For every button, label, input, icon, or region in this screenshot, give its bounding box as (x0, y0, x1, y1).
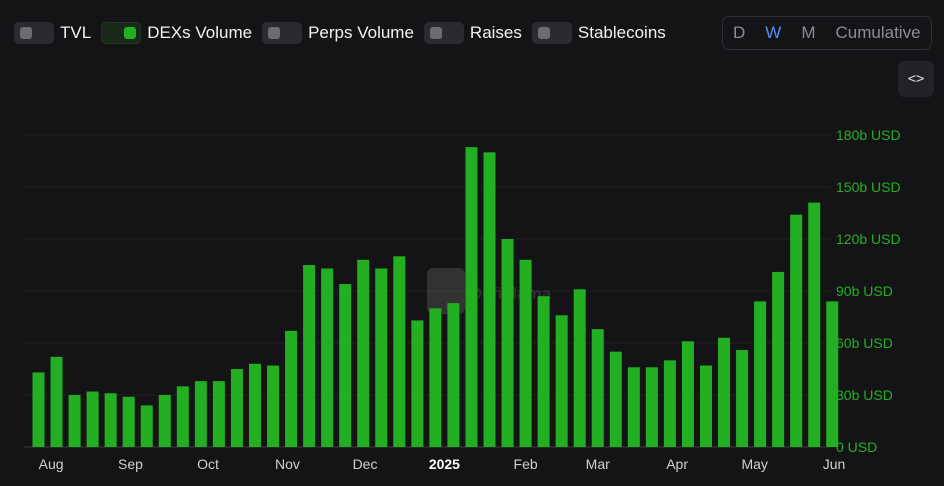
bar[interactable] (718, 337, 731, 447)
toggle-tvl[interactable]: TVL (14, 22, 91, 44)
toggle-dexs-volume[interactable]: DEXs Volume (101, 22, 252, 44)
y-tick-label: 60b USD (836, 335, 893, 351)
y-tick-label: 180b USD (836, 127, 901, 143)
bar[interactable] (194, 381, 207, 447)
x-tick-label: Feb (514, 456, 538, 472)
toggle-raises[interactable]: Raises (423, 22, 522, 44)
toggle-knob (537, 27, 550, 39)
toggle-switch[interactable] (262, 22, 303, 44)
llama-logo-icon (427, 268, 465, 314)
bar[interactable] (555, 315, 568, 447)
bar[interactable] (591, 329, 604, 447)
bar[interactable] (537, 296, 550, 447)
bar[interactable] (339, 284, 352, 447)
bar[interactable] (50, 356, 63, 447)
toggle-knob (20, 27, 32, 39)
x-axis: Aug Sep Oct Nov Dec 2025 Feb Mar Apr May Jun (39, 456, 846, 472)
bar[interactable] (826, 301, 839, 447)
bar[interactable] (429, 308, 442, 447)
y-tick-label: 0 USD (836, 439, 877, 455)
toggle-knob (124, 27, 137, 39)
bar-series (32, 147, 839, 448)
bar[interactable] (663, 360, 676, 447)
y-axis: 0 USD 30b USD 60b USD 90b USD 120b USD 150b U… (836, 127, 901, 455)
range-weekly-button[interactable]: W (765, 23, 782, 42)
bar[interactable] (267, 365, 280, 447)
bar[interactable] (790, 214, 803, 447)
bar[interactable] (609, 351, 622, 447)
bar[interactable] (176, 386, 189, 447)
bar[interactable] (483, 152, 496, 448)
bar[interactable] (465, 147, 478, 447)
x-tick-label: 2025 (429, 456, 460, 472)
toggle-label: DEXs Volume (147, 23, 253, 42)
toggle-knob (429, 27, 442, 39)
bar[interactable] (303, 265, 316, 447)
code-icon: <> (907, 71, 925, 87)
bar[interactable] (248, 363, 261, 447)
toggle-switch[interactable] (14, 22, 54, 44)
bar[interactable] (411, 320, 424, 447)
y-tick-label: 150b USD (836, 179, 901, 195)
y-tick-label: 90b USD (836, 283, 893, 299)
toggle-knob (268, 27, 281, 39)
bar[interactable] (501, 239, 514, 447)
x-tick-label: Sep (118, 456, 143, 472)
embed-code-button[interactable]: <> (898, 61, 934, 97)
toggle-perps-volume[interactable]: Perps Volume (262, 22, 414, 44)
x-tick-label: Oct (197, 456, 219, 472)
bar[interactable] (627, 367, 640, 447)
x-tick-label: May (741, 456, 767, 472)
bar[interactable] (736, 349, 749, 447)
bar[interactable] (645, 367, 658, 447)
bar[interactable] (519, 259, 532, 447)
bar[interactable] (357, 259, 370, 447)
chart-grid (24, 134, 830, 448)
bar[interactable] (699, 365, 712, 447)
x-tick-label: Nov (275, 456, 300, 472)
time-range-selector: D W M Cumulative (722, 16, 932, 50)
x-tick-label: Mar (586, 456, 610, 472)
y-tick-label: 30b USD (836, 387, 893, 403)
bar[interactable] (375, 268, 388, 447)
toggle-label: TVL (60, 23, 92, 42)
bar[interactable] (321, 268, 334, 447)
bar[interactable] (230, 369, 243, 447)
x-tick-label: Aug (39, 456, 64, 472)
bar[interactable] (122, 396, 135, 447)
bar[interactable] (32, 372, 45, 447)
x-tick-label: Dec (353, 456, 378, 472)
bar[interactable] (447, 303, 460, 447)
range-monthly-button[interactable]: M (801, 23, 816, 42)
bar[interactable] (285, 330, 298, 447)
bar[interactable] (808, 202, 821, 447)
x-tick-label: Jun (823, 456, 846, 472)
toggle-label: Raises (469, 23, 522, 42)
chart-toggle-bar: TVL DEXs Volume Perps Volume Raises Stab… (14, 22, 676, 44)
toggle-switch[interactable] (423, 22, 464, 44)
range-daily-button[interactable]: D (733, 23, 746, 42)
y-tick-label: 120b USD (836, 231, 901, 247)
toggle-label: Stablecoins (577, 23, 666, 42)
bar[interactable] (754, 301, 767, 447)
bar[interactable] (573, 289, 586, 447)
bar[interactable] (681, 341, 694, 447)
bar[interactable] (158, 395, 171, 447)
bar[interactable] (393, 256, 406, 447)
bar[interactable] (104, 393, 117, 447)
bar[interactable] (86, 391, 99, 447)
bar[interactable] (212, 381, 225, 447)
toggle-stablecoins[interactable]: Stablecoins (531, 22, 666, 44)
bar[interactable] (68, 395, 81, 447)
toggle-label: Perps Volume (308, 23, 414, 42)
toggle-switch[interactable] (531, 22, 572, 44)
toggle-switch[interactable] (101, 22, 142, 44)
bar[interactable] (140, 405, 153, 447)
bar[interactable] (772, 271, 785, 447)
x-tick-label: Apr (666, 456, 688, 472)
range-cumulative-button[interactable]: Cumulative (835, 23, 921, 42)
